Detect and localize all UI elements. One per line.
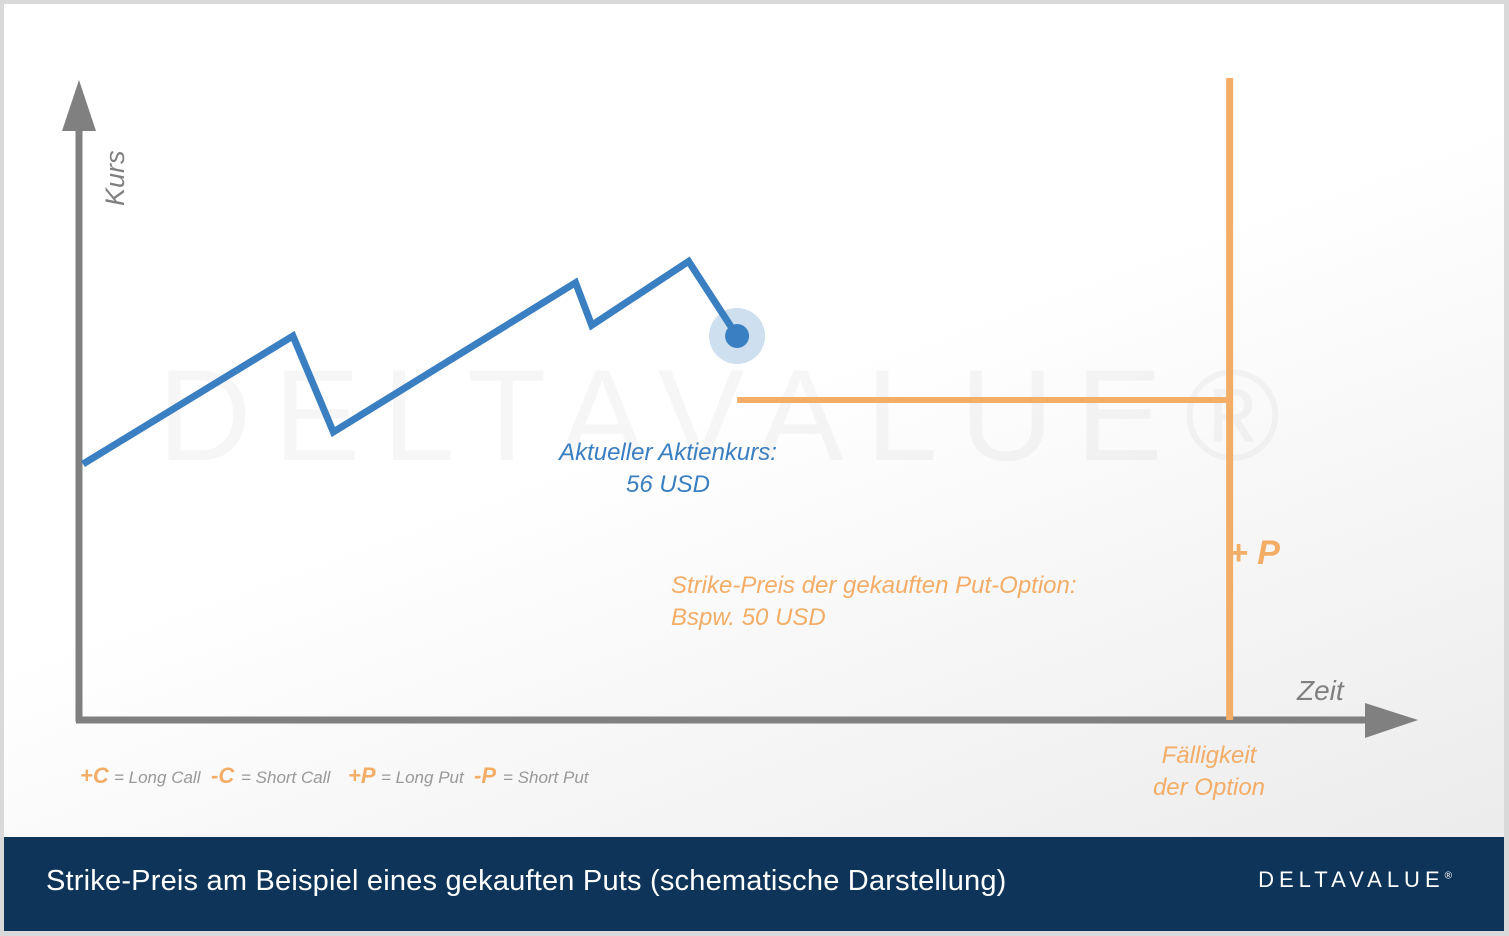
legend-symbol-long-put: +P [348, 763, 376, 788]
footer-title: Strike-Preis am Beispiel eines gekauften… [46, 865, 1007, 897]
current-price-label: Aktueller Aktienkurs: [557, 439, 777, 466]
expiry-label-line2: der Option [1153, 774, 1265, 801]
axes: Kurs Zeit [62, 80, 1418, 738]
legend-symbol-long-call: +C [80, 763, 110, 788]
current-price-value: 56 USD [626, 471, 710, 498]
expiry-label-line1: Fälligkeit [1162, 742, 1258, 769]
price-series [81, 256, 766, 467]
x-axis-label: Zeit [1296, 675, 1345, 706]
current-point [725, 324, 750, 348]
strike-label-line1: Strike-Preis der gekauften Put-Option: [671, 572, 1077, 599]
brand-logo: DELTAVALUE® [1258, 867, 1452, 893]
series-line [81, 256, 741, 467]
legend-text-long-put: = Long Put [381, 768, 465, 787]
y-axis-arrow [62, 80, 96, 131]
legend-symbol-short-put: -P [474, 763, 496, 788]
strike-label-line2: Bspw. 50 USD [671, 604, 826, 631]
y-axis-label: Kurs [100, 150, 130, 206]
legend-text-short-put: = Short Put [503, 768, 590, 787]
x-axis-arrow [1365, 703, 1418, 738]
legend-text-short-call: = Short Call [241, 768, 332, 787]
legend: +C = Long Call -C = Short Call +P = Long… [80, 763, 590, 788]
position-marker: + P [1228, 534, 1280, 572]
footer-bar: Strike-Preis am Beispiel eines gekauften… [4, 837, 1504, 931]
registered-mark: ® [1444, 870, 1452, 882]
legend-symbol-short-call: -C [211, 763, 235, 788]
brand-logo-text: DELTAVALUE [1258, 867, 1445, 892]
legend-text-long-call: = Long Call [114, 768, 202, 787]
chart-frame [4, 4, 1504, 931]
